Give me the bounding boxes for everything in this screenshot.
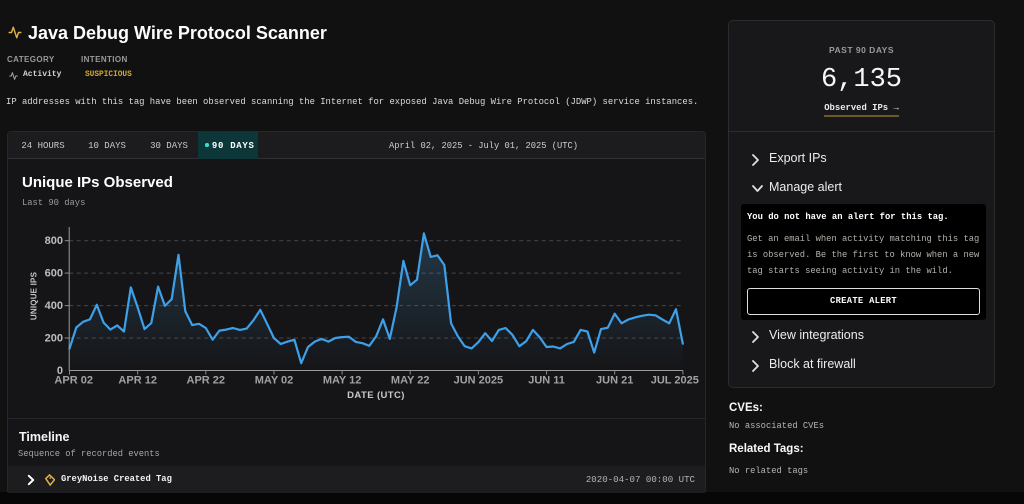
svg-text:MAY 22: MAY 22 [391,375,430,387]
svg-text:DATE (UTC): DATE (UTC) [347,390,405,401]
svg-text:APR 12: APR 12 [118,375,157,387]
svg-text:MAY 02: MAY 02 [255,375,294,387]
svg-text:0: 0 [57,365,63,377]
svg-text:800: 800 [45,235,63,247]
svg-text:400: 400 [45,300,63,312]
svg-text:UNIQUE IPS: UNIQUE IPS [30,271,39,320]
svg-text:600: 600 [45,268,63,280]
svg-text:JUN 21: JUN 21 [596,375,633,387]
svg-text:JUN 11: JUN 11 [528,375,565,387]
svg-text:APR 22: APR 22 [187,375,226,387]
svg-text:APR 02: APR 02 [54,375,93,387]
svg-text:JUN 2025: JUN 2025 [454,375,504,387]
svg-text:200: 200 [45,333,63,345]
svg-text:MAY 12: MAY 12 [323,375,362,387]
svg-text:JUL 2025: JUL 2025 [651,375,699,387]
